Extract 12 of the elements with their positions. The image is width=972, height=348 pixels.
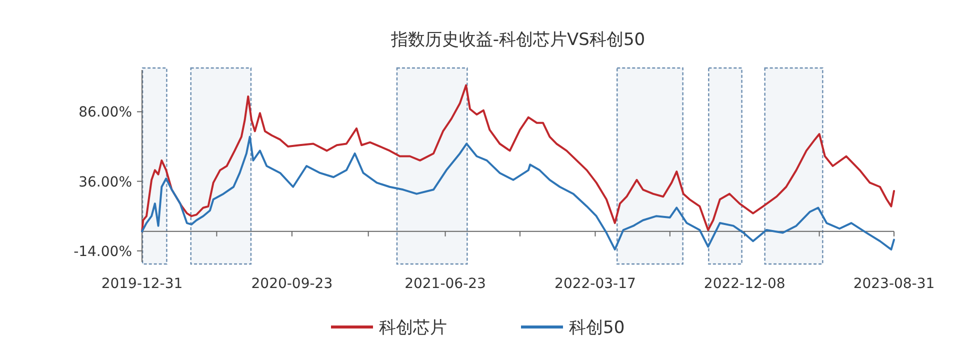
y-tick-label: -14.00% [74,244,132,260]
x-tick-label: 2021-06-23 [404,276,486,292]
x-tick-label: 2023-08-31 [853,276,935,292]
legend-label: 科创50 [569,318,625,338]
x-tick-label: 2022-12-08 [704,276,786,292]
x-tick-label: 2019-12-31 [101,276,183,292]
legend-label: 科创芯片 [379,318,447,338]
title: 指数历史收益-科创芯片VS科创50 [390,30,646,50]
x-tick-label: 2022-03-17 [554,276,636,292]
y-tick-label: 86.00% [78,104,132,121]
y-tick-label: 36.00% [78,174,132,190]
x-tick-label: 2020-09-23 [251,276,333,292]
